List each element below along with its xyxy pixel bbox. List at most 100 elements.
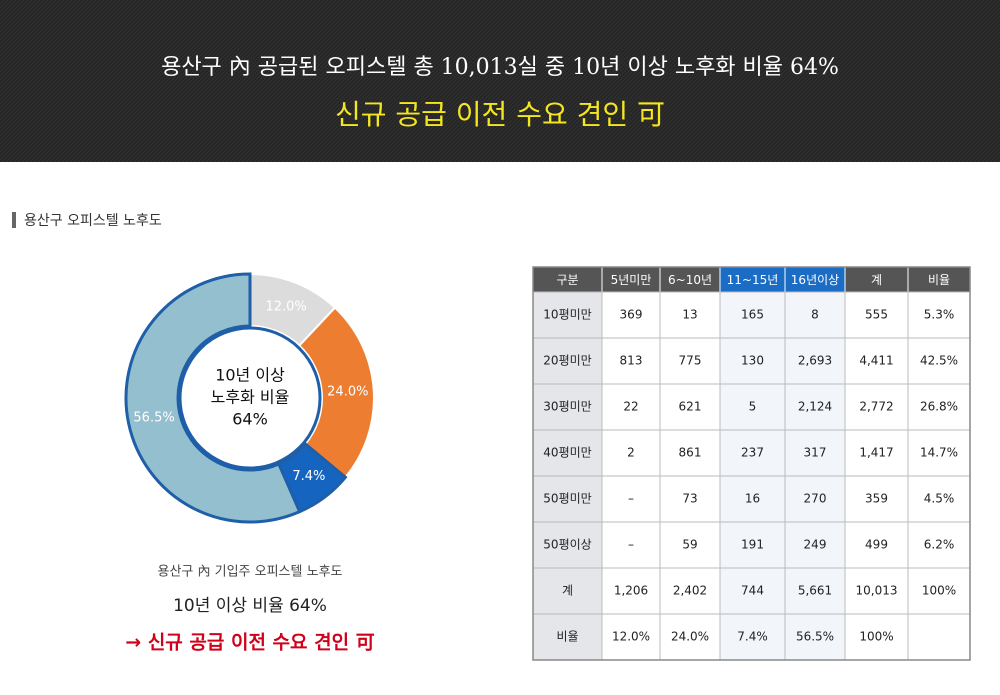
cell-text: 555: [865, 308, 888, 322]
caption: 용산구 內 기입주 오피스텔 노후도: [157, 565, 342, 580]
cell-text: 59: [682, 538, 697, 552]
cell-text: 10,013: [856, 584, 898, 598]
table-cell: [844, 475, 909, 523]
cell-text: 237: [741, 446, 764, 460]
table-cell: [659, 383, 721, 431]
table-cell: [907, 475, 971, 523]
header-text: 5년미만: [611, 273, 652, 287]
table-cell: [844, 337, 909, 385]
table-cell: [601, 567, 661, 615]
cell-text: 1,417: [859, 446, 893, 460]
cell-text: 813: [620, 354, 643, 368]
slice-label: 7.4%: [292, 469, 325, 484]
cell-text: 4.5%: [924, 492, 955, 506]
header-text: 구분: [556, 273, 578, 287]
table-cell: [784, 383, 846, 431]
table-cell: [844, 383, 909, 431]
header-text: 6~10년: [668, 273, 712, 287]
donut-slice: [124, 272, 302, 524]
table-cell: [659, 613, 721, 661]
cell-text: 계: [562, 584, 573, 598]
table-cell: [784, 613, 846, 661]
table-cell: [659, 521, 721, 569]
cell-text: 270: [804, 492, 827, 506]
cell-text: 100%: [859, 630, 893, 644]
slice-label: 56.5%: [133, 411, 174, 426]
cell-text: 56.5%: [796, 630, 834, 644]
center-label: 10년 이상: [215, 366, 285, 385]
cell-text: 50평미만: [543, 492, 591, 506]
slice-label: 12.0%: [265, 299, 306, 314]
cell-text: 621: [679, 400, 702, 414]
cell-text: 5: [749, 400, 757, 414]
cell-text: 8: [811, 308, 819, 322]
cell-text: 7.4%: [737, 630, 768, 644]
table-cell: [719, 521, 786, 569]
cell-text: 26.8%: [920, 400, 958, 414]
table-cell: [784, 429, 846, 477]
cell-text: 42.5%: [920, 354, 958, 368]
cell-text: 359: [865, 492, 888, 506]
table-cell: [844, 521, 909, 569]
caption-highlight: → 신규 공급 이전 수요 견인 可: [125, 632, 374, 654]
table-cell: [532, 383, 603, 431]
section-marker: [12, 212, 16, 228]
cell-text: 14.7%: [920, 446, 958, 460]
cell-text: 73: [682, 492, 697, 506]
table-cell: [532, 613, 603, 661]
cell-text: 10평미만: [543, 308, 591, 322]
header-text: 16년이상: [791, 273, 839, 287]
cell-text: 24.0%: [671, 630, 709, 644]
cell-text: 2,772: [859, 400, 893, 414]
table-cell: [784, 475, 846, 523]
header-text: 비율: [928, 273, 950, 287]
header-title: 용산구 內 공급된 오피스텔 총 10,013실 중 10년 이상 노후화 비율…: [161, 55, 839, 80]
cell-text: 16: [745, 492, 760, 506]
cell-text: 2,693: [798, 354, 832, 368]
cell-text: 775: [679, 354, 702, 368]
cell-text: 744: [741, 584, 764, 598]
header-cell: [532, 266, 603, 293]
table-cell: [719, 429, 786, 477]
cell-text: 2,124: [798, 400, 832, 414]
table-cell: [907, 429, 971, 477]
table-cell: [719, 291, 786, 339]
table-cell: [907, 613, 971, 661]
cell-text: 5.3%: [924, 308, 955, 322]
header-subtitle: 신규 공급 이전 수요 견인 可: [335, 98, 665, 131]
table-border: [532, 266, 971, 661]
table-cell: [719, 337, 786, 385]
cell-text: 30평미만: [543, 400, 591, 414]
caption: 10년 이상 비율 64%: [173, 596, 327, 616]
cell-text: 861: [679, 446, 702, 460]
cell-text: 2,402: [673, 584, 707, 598]
cell-text: 20평미만: [543, 354, 591, 368]
cell-text: 317: [804, 446, 827, 460]
cell-text: 191: [741, 538, 764, 552]
table-cell: [601, 337, 661, 385]
table-cell: [784, 291, 846, 339]
table-cell: [532, 475, 603, 523]
cell-text: 22: [623, 400, 638, 414]
table-cell: [601, 613, 661, 661]
cell-text: 499: [865, 538, 888, 552]
table-cell: [719, 613, 786, 661]
cell-text: 40평미만: [543, 446, 591, 460]
cell-text: 50평이상: [543, 538, 591, 552]
table-cell: [659, 567, 721, 615]
table-cell: [719, 567, 786, 615]
cell-text: 6.2%: [924, 538, 955, 552]
cell-text: 12.0%: [612, 630, 650, 644]
header-text: 11~15년: [727, 273, 779, 287]
slice-label: 24.0%: [327, 384, 368, 399]
cell-text: 5,661: [798, 584, 832, 598]
cell-text: 4,411: [859, 354, 893, 368]
table-cell: [601, 475, 661, 523]
cell-text: –: [628, 538, 634, 552]
header-band: [0, 0, 1000, 162]
donut-hole-border: [178, 326, 322, 470]
cell-text: 165: [741, 308, 764, 322]
